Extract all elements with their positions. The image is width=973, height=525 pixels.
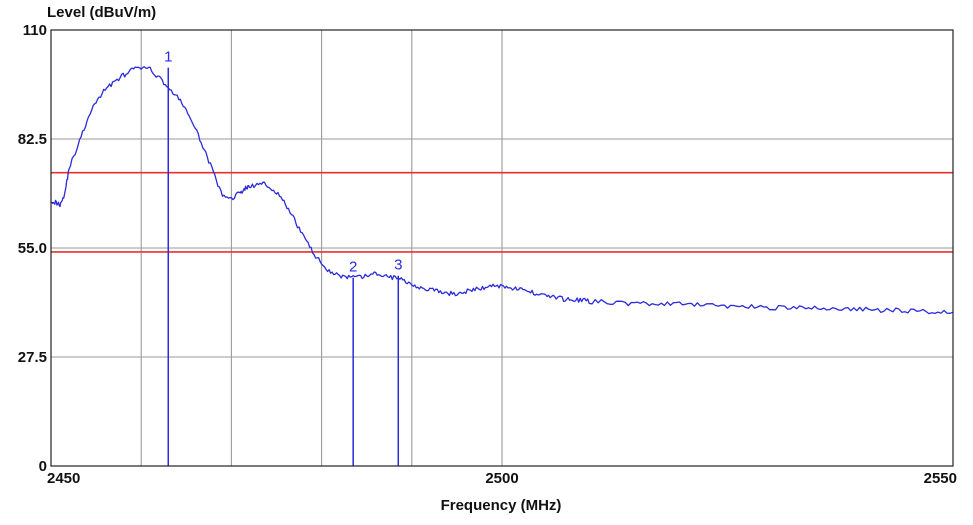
x-tick-label: 2450 bbox=[47, 470, 80, 487]
y-tick-label: 27.5 bbox=[18, 349, 47, 366]
marker-lines: 1 2 3 bbox=[164, 49, 402, 466]
marker-label: 2 bbox=[349, 259, 357, 276]
series-line bbox=[50, 66, 954, 315]
y-tick-label: 110 bbox=[23, 22, 47, 39]
y-tick-label: 0 bbox=[39, 458, 47, 475]
x-tick-label: 2500 bbox=[485, 470, 518, 487]
y-tick-label: 82.5 bbox=[18, 131, 47, 148]
plot-frame bbox=[50, 29, 954, 467]
marker-label: 3 bbox=[394, 257, 402, 274]
series-layer bbox=[50, 66, 954, 315]
x-tick-label: 2550 bbox=[924, 470, 957, 487]
y-tick-label: 55.0 bbox=[18, 240, 47, 257]
x-axis-label: Frequency (MHz) bbox=[441, 497, 562, 514]
grid-layer bbox=[51, 30, 953, 466]
marker-label: 1 bbox=[164, 49, 172, 66]
y-axis-label: Level (dBuV/m) bbox=[47, 4, 156, 21]
limit-lines bbox=[51, 171, 953, 253]
tick-labels: 0 27.5 55.0 82.5 110 2450 2500 2550 bbox=[18, 22, 957, 487]
